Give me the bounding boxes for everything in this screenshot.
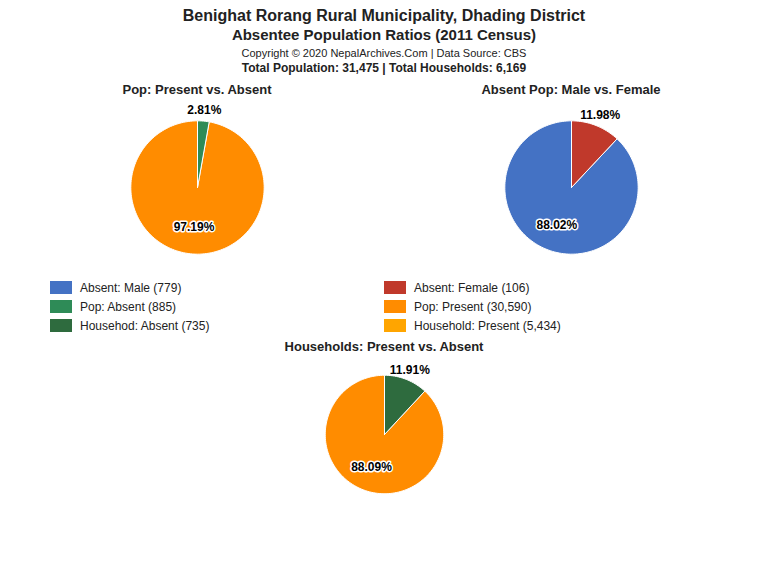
html-text:Copyright © 2020 NepalArchives: Copyright © 2020 NepalArchives.Com | Dat… xyxy=(241,46,527,59)
html-text:Benighat Rorang Rural Municipa: Benighat Rorang Rural Municipality, Dhad… xyxy=(182,7,586,24)
svg-text:2.81%: 2.81% xyxy=(187,102,221,116)
html-text:Absent: Female (106): Absent: Female (106) xyxy=(414,280,530,295)
svg-text:88.02%: 88.02% xyxy=(536,217,577,231)
html-text:Pop: Absent (885): Pop: Absent (885) xyxy=(80,299,177,314)
html-text:Total Population: 31,475 | Tot: Total Population: 31,475 | Total Househo… xyxy=(241,60,527,75)
html-text:Absent: Male (779): Absent: Male (779) xyxy=(80,280,182,295)
html-text:Pop: Present vs. Absent: Pop: Present vs. Absent xyxy=(122,81,272,97)
svg-text:88.09%: 88.09% xyxy=(351,460,392,474)
html-text:Household: Present (5,434): Household: Present (5,434) xyxy=(414,318,561,333)
html-text:Absent Pop: Male vs. Female: Absent Pop: Male vs. Female xyxy=(481,81,661,97)
html-text:Households: Present vs. Absent: Households: Present vs. Absent xyxy=(284,338,484,354)
html-text:Pop: Present (30,590): Pop: Present (30,590) xyxy=(414,299,532,314)
html-text:Absentee Population Ratios (20: Absentee Population Ratios (2011 Census) xyxy=(231,26,537,43)
svg-text:11.98%: 11.98% xyxy=(580,107,620,121)
html-text:Househod: Absent (735): Househod: Absent (735) xyxy=(80,318,210,333)
svg-text:97.19%: 97.19% xyxy=(174,220,215,234)
svg-text:11.91%: 11.91% xyxy=(390,362,430,376)
